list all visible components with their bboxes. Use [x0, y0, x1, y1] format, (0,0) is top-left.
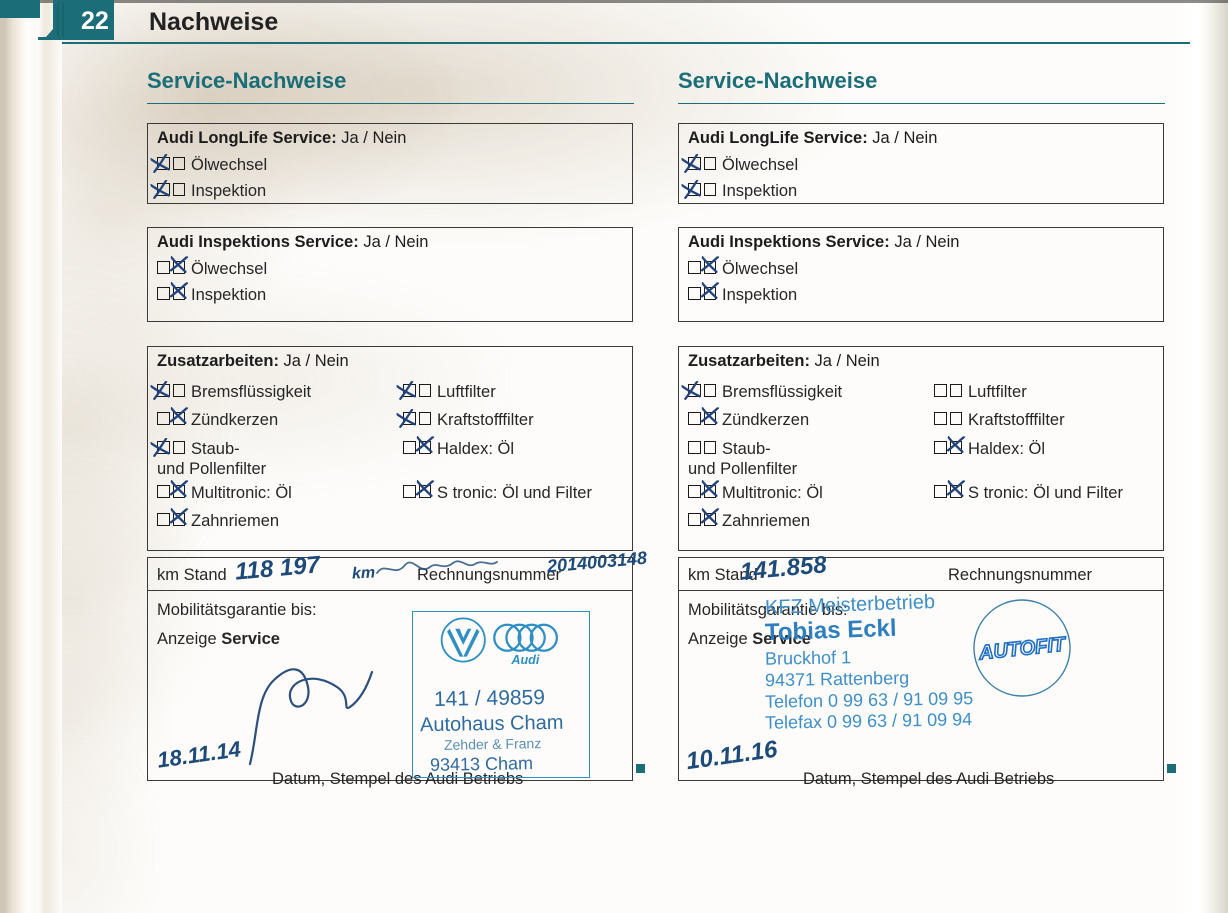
- svg-text:Audi: Audi: [510, 653, 539, 667]
- svg-text:AUTOFIT: AUTOFIT: [977, 633, 1068, 664]
